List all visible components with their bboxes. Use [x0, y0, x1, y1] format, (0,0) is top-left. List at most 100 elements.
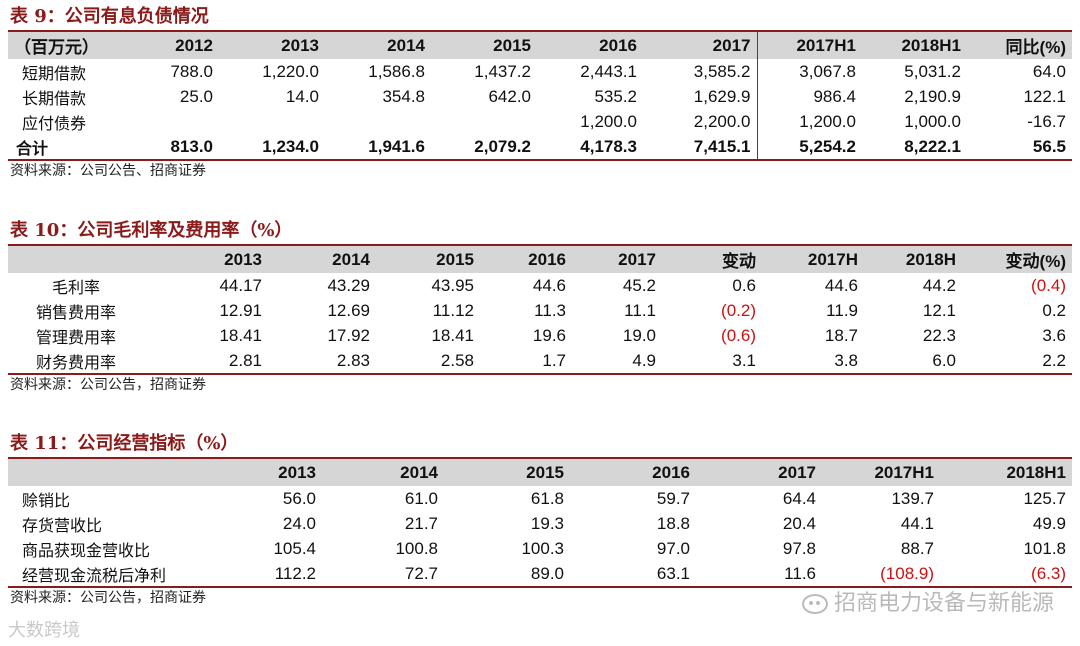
cell: 64.0 [1032, 61, 1066, 81]
table11-header-2015: 2015 [526, 462, 564, 482]
cell: 7,415.1 [643, 134, 757, 161]
cell-negative: (0.4) [1031, 275, 1066, 295]
cell: 56.5 [967, 134, 1072, 161]
cell: 61.0 [404, 488, 438, 508]
table-row: 商品获现金营收比 105.4 100.8 100.3 97.0 97.8 88.… [8, 536, 1072, 561]
table9: （百万元） 2012 2013 2014 2015 2016 2017 2017… [8, 32, 1072, 161]
cell: 5,254.2 [756, 134, 862, 161]
cell: 535.2 [594, 86, 637, 106]
table9-header-2012: 2012 [175, 35, 213, 55]
cell: -16.7 [1027, 111, 1066, 131]
cell: 12.91 [219, 300, 262, 320]
cell: 56.0 [282, 488, 316, 508]
cell: 100.8 [395, 538, 438, 558]
table10-section: 表 10：公司毛利率及费用率（%） 2013 2014 2015 2016 20… [8, 218, 1072, 395]
cell: 4.9 [572, 348, 662, 375]
cell: 14.0 [285, 86, 319, 106]
table10-header-2017h: 2017H [807, 249, 858, 269]
cell: 61.8 [530, 488, 564, 508]
table9-header-2018h1: 2018H1 [901, 35, 961, 55]
cell: 2.58 [376, 348, 480, 375]
cell: 12.1 [922, 300, 956, 320]
table9-header-2017: 2017 [712, 35, 751, 55]
table-row: 存货营收比 24.0 21.7 19.3 18.8 20.4 44.1 49.9 [8, 511, 1072, 536]
cell: 59.7 [656, 488, 690, 508]
cell: 1,234.0 [219, 134, 325, 161]
cell: 12.69 [327, 300, 370, 320]
cell: 4,178.3 [537, 134, 643, 161]
table9-header-2016: 2016 [599, 35, 637, 55]
table11-source: 资料来源：公司公告，招商证券 [10, 590, 206, 606]
cell: 986.4 [756, 84, 862, 109]
cell: 97.0 [656, 538, 690, 558]
cell: 105.4 [273, 538, 316, 558]
table-row: 管理费用率 18.41 17.92 18.41 19.6 19.0 (0.6) … [8, 323, 1072, 348]
cell [219, 109, 325, 134]
cell: 18.7 [824, 325, 858, 345]
cell: 25.0 [179, 86, 213, 106]
table11-header-2018h1: 2018H1 [1006, 462, 1066, 482]
row-label: 应付债券 [22, 113, 87, 133]
cell: 1,000.0 [904, 111, 961, 131]
cell: 101.8 [1023, 538, 1066, 558]
table11-header-row: 2013 2014 2015 2016 2017 2017H1 2018H1 [8, 459, 1072, 486]
cell: 788.0 [170, 61, 213, 81]
cell: 64.4 [782, 488, 816, 508]
row-label: 合计 [8, 134, 113, 161]
cell: 19.3 [530, 513, 564, 533]
watermark-left: 大数跨境 [8, 616, 80, 642]
cell: 18.41 [219, 325, 262, 345]
cell: 43.29 [327, 275, 370, 295]
row-label: 赊销比 [22, 490, 71, 510]
table10-header-2018h: 2018H [905, 249, 956, 269]
table9-header-row: （百万元） 2012 2013 2014 2015 2016 2017 2017… [8, 32, 1072, 59]
table9-header-yoy: 同比(%) [1005, 38, 1066, 57]
cell: 49.9 [1032, 513, 1066, 533]
cell: 1,220.0 [262, 61, 319, 81]
cell: 6.0 [864, 348, 962, 375]
cell: 1,941.6 [325, 134, 431, 161]
table11-header-2017h1: 2017H1 [874, 462, 934, 482]
table10-header-change-pct: 变动(%) [1005, 252, 1066, 271]
cell: 642.0 [488, 86, 531, 106]
row-label: 管理费用率 [36, 327, 117, 347]
cell: 2,190.9 [904, 86, 961, 106]
cell: 2,200.0 [693, 111, 751, 131]
cell: 0.6 [732, 275, 756, 295]
cell: 43.95 [431, 275, 474, 295]
table-row: 短期借款 788.0 1,220.0 1,586.8 1,437.2 2,443… [8, 59, 1072, 84]
cell: 1,437.2 [474, 61, 531, 81]
cell: 3.8 [762, 348, 864, 375]
cell: 63.1 [570, 561, 696, 588]
cell: 11.9 [826, 300, 858, 320]
table10-header-2014: 2014 [332, 249, 370, 269]
table11-section: 表 11：公司经营指标（%） 2013 2014 2015 2016 2017 … [8, 431, 1072, 608]
cell: 2,443.1 [580, 61, 637, 81]
cell: 5,031.2 [904, 61, 961, 81]
cell [325, 109, 431, 134]
cell: 2.2 [962, 348, 1072, 375]
table9-header-2017h1: 2017H1 [756, 32, 862, 59]
cell: 1,629.9 [693, 86, 751, 106]
table11-header-2017: 2017 [778, 462, 816, 482]
table10-header-2013: 2013 [224, 249, 262, 269]
watermark-left-text: 大数跨境 [8, 620, 80, 641]
cell: 97.8 [782, 538, 816, 558]
cell: 2.83 [268, 348, 376, 375]
table-row-total: 合计 813.0 1,234.0 1,941.6 2,079.2 4,178.3… [8, 134, 1072, 161]
row-label: 毛利率 [52, 277, 101, 297]
cell: 45.2 [622, 275, 656, 295]
row-label: 短期借款 [22, 63, 87, 83]
cell: 18.8 [656, 513, 690, 533]
table-row: 财务费用率 2.81 2.83 2.58 1.7 4.9 3.1 3.8 6.0… [8, 348, 1072, 375]
row-label: 商品获现金营收比 [22, 540, 151, 560]
table10-header-row: 2013 2014 2015 2016 2017 变动 2017H 2018H … [8, 246, 1072, 273]
cell: 8,222.1 [862, 134, 967, 161]
row-label: 存货营收比 [22, 515, 103, 535]
cell: 100.3 [521, 538, 564, 558]
cell: 17.92 [327, 325, 370, 345]
cell: 19.6 [532, 325, 566, 345]
cell: 88.7 [900, 538, 934, 558]
cell: 44.1 [900, 513, 934, 533]
row-label: 财务费用率 [8, 348, 166, 375]
